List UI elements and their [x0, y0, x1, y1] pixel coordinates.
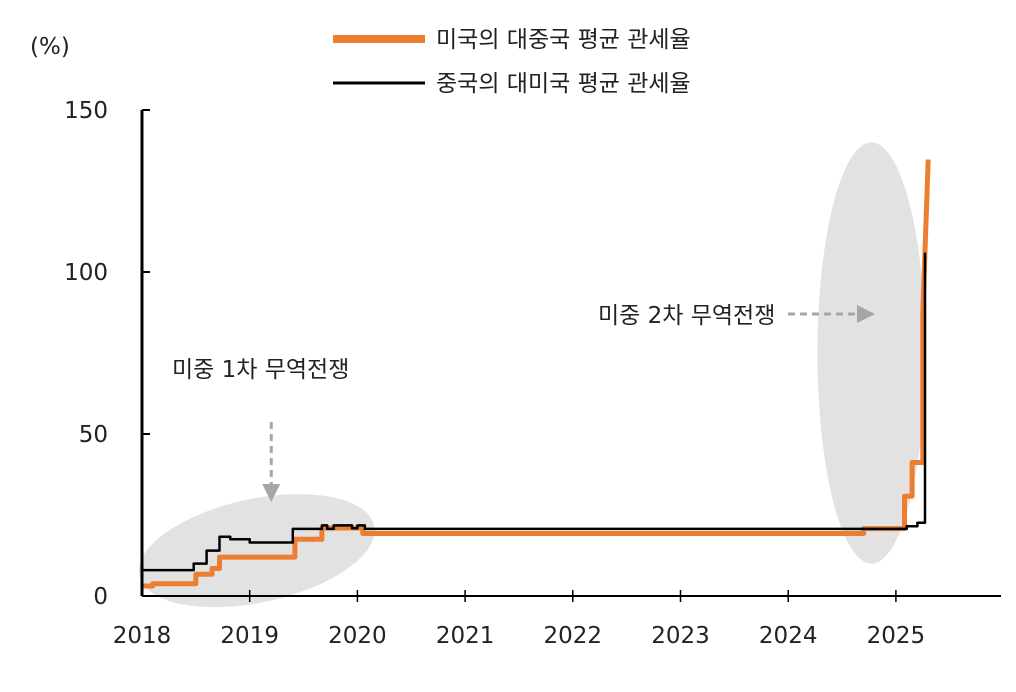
y-tick-label: 0 [93, 584, 108, 610]
legend: 미국의 대중국 평균 관세율 중국의 대미국 평균 관세율 [333, 27, 691, 97]
x-tick-label: 2018 [113, 623, 172, 649]
annotation-1st-trade-war: 미중 1차 무역전쟁 [172, 357, 349, 383]
annotation-2nd-trade-war: 미중 2차 무역전쟁 [598, 303, 775, 329]
x-tick-label: 2019 [220, 623, 279, 649]
highlight-ellipse-1st-trade-war [138, 494, 375, 608]
x-tick-label: 2024 [759, 623, 818, 649]
legend-label-china-tariff: 중국의 대미국 평균 관세율 [436, 71, 691, 97]
legend-label-us-tariff: 미국의 대중국 평균 관세율 [436, 27, 691, 53]
series-layer [142, 159, 931, 589]
series-line-us-tariff [142, 159, 931, 589]
annotation-layer: 미중 1차 무역전쟁 미중 2차 무역전쟁 [138, 142, 926, 608]
axis-layer: 0 50 100 150 2018 2019 2020 2021 2022 2023 2024 202… [64, 98, 1001, 649]
y-unit-label: (%) [30, 34, 70, 60]
x-tick-label: 2023 [651, 623, 710, 649]
series-line-china-tariff [142, 252, 927, 572]
y-tick-label: 50 [79, 422, 108, 448]
x-tick-label: 2022 [544, 623, 603, 649]
x-tick-label: 2021 [436, 623, 495, 649]
x-tick-label: 2025 [867, 623, 926, 649]
highlight-ellipse-2nd-trade-war [817, 142, 926, 564]
y-tick-label: 100 [64, 260, 108, 286]
x-tick-label: 2020 [328, 623, 387, 649]
y-tick-label: 150 [64, 98, 108, 124]
